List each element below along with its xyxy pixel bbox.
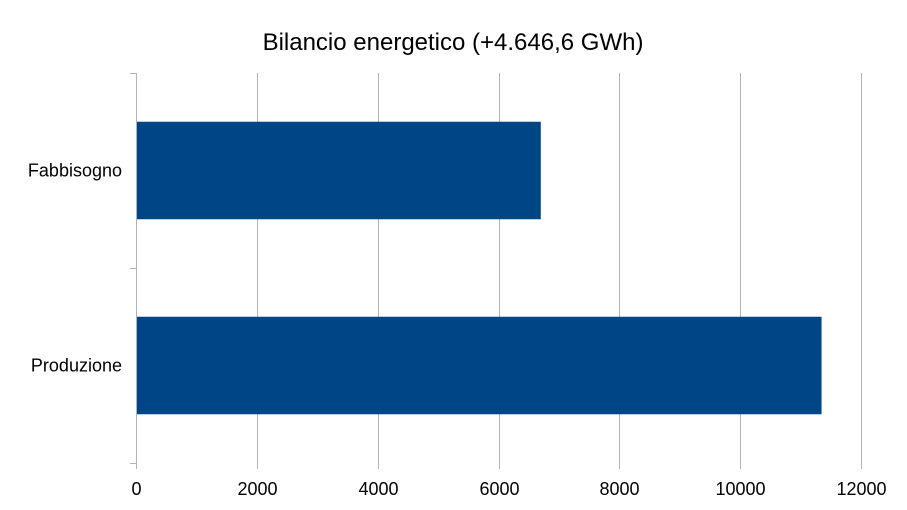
x-tick-label: 0 <box>131 479 141 499</box>
category-label: Fabbisogno <box>28 161 122 181</box>
labels: 0 2000 4000 6000 8000 10000 12000 Fabbisogno Pro… <box>28 161 887 500</box>
x-tick-label: 10000 <box>715 479 765 499</box>
x-tick-label: 2000 <box>237 479 277 499</box>
chart-title: Bilancio energetico (+4.646,6 GWh) <box>263 29 644 56</box>
bar-produzione <box>137 316 822 415</box>
x-tick-label: 12000 <box>836 479 886 499</box>
x-tick-label: 6000 <box>479 479 519 499</box>
category-label: Produzione <box>31 356 122 376</box>
x-tick-label: 4000 <box>358 479 398 499</box>
x-tick-label: 8000 <box>599 479 639 499</box>
bars <box>137 121 822 415</box>
bar-fabbisogno <box>137 121 541 220</box>
axes <box>130 73 862 469</box>
